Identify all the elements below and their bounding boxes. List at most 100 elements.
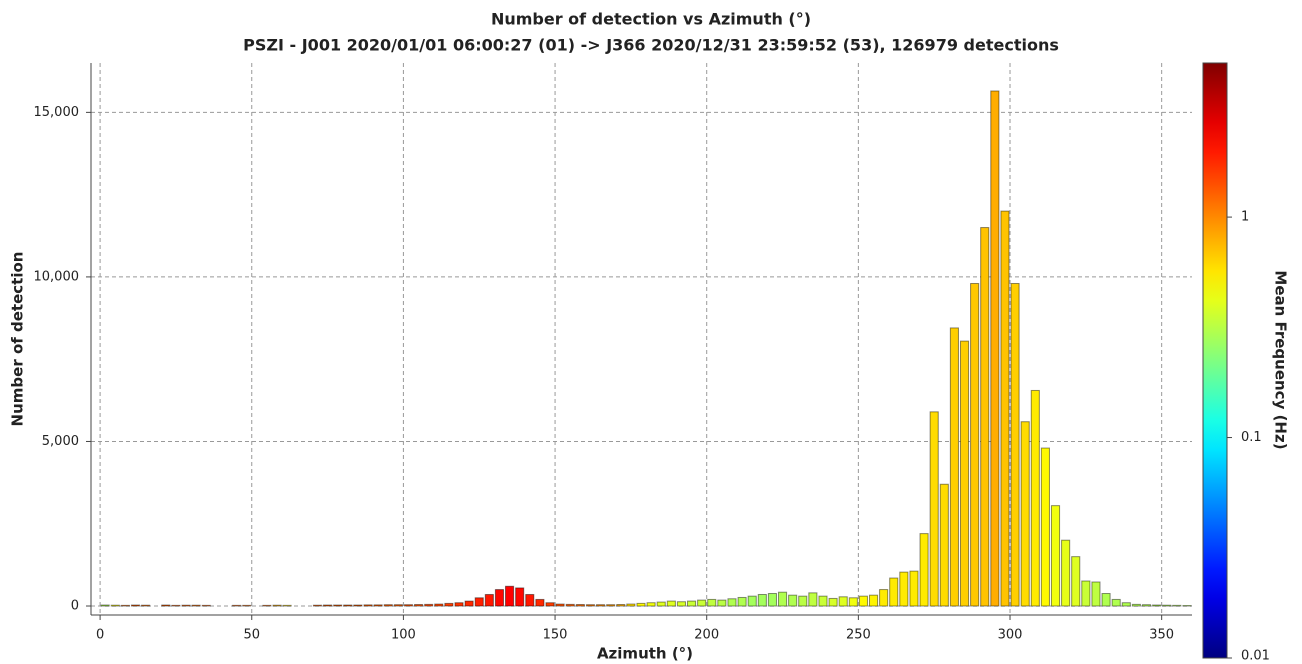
bar — [959, 340, 970, 607]
chart-subtitle: PSZI - J001 2020/01/01 06:00:27 (01) -> … — [243, 36, 1059, 55]
x-tick-label: 350 — [1149, 628, 1174, 643]
x-tick-label: 250 — [846, 628, 871, 643]
bar — [636, 602, 646, 607]
bar — [575, 604, 585, 607]
bar — [323, 604, 333, 607]
bar — [616, 604, 626, 607]
bar — [515, 587, 525, 607]
bar — [767, 593, 777, 607]
bar — [333, 604, 343, 607]
bar — [343, 604, 353, 607]
bar — [737, 596, 747, 607]
bar — [970, 282, 980, 607]
bar — [474, 597, 484, 607]
bar — [1111, 598, 1121, 607]
bar — [161, 604, 171, 607]
bar — [818, 595, 828, 607]
bar — [201, 604, 211, 607]
bar — [403, 604, 414, 607]
bar — [686, 600, 697, 607]
bar — [312, 604, 323, 607]
bar — [939, 483, 949, 607]
y-tick-label: 10,000 — [34, 269, 80, 284]
bar — [444, 602, 454, 607]
bar — [1050, 505, 1061, 607]
x-axis-label: Azimuth (°) — [597, 645, 693, 663]
colorbar-label: Mean Frequency (Hz) — [1272, 270, 1290, 449]
bar — [848, 597, 858, 607]
bar — [899, 571, 909, 607]
bar — [535, 598, 545, 607]
y-axis-label: Number of detection — [9, 252, 27, 427]
bar — [232, 604, 242, 607]
bar — [100, 604, 110, 607]
bar — [1071, 556, 1081, 607]
bar — [545, 602, 555, 607]
bar — [828, 597, 838, 607]
bar — [838, 596, 848, 607]
bar — [808, 592, 818, 607]
bar — [1162, 604, 1172, 607]
bar — [1121, 602, 1131, 607]
bar — [373, 604, 383, 607]
y-tick-label: 15,000 — [34, 105, 80, 120]
y-tick-label: 0 — [71, 599, 79, 614]
bar — [565, 603, 575, 607]
bar — [110, 604, 120, 607]
bar — [606, 604, 616, 607]
bar — [1081, 580, 1091, 607]
x-tick-label: 50 — [243, 628, 260, 643]
bar — [757, 593, 767, 607]
bar — [1061, 539, 1071, 607]
bar — [717, 599, 727, 607]
x-tick-label: 0 — [96, 628, 104, 643]
bar — [707, 598, 717, 607]
bar — [242, 604, 252, 607]
bar — [414, 604, 424, 607]
bar — [272, 604, 282, 607]
bar — [191, 604, 201, 607]
bar — [788, 594, 798, 607]
bar — [879, 589, 889, 607]
bar — [353, 604, 363, 607]
bar — [282, 604, 292, 607]
chart-title: Number of detection vs Azimuth (°) — [491, 10, 811, 29]
bar — [990, 90, 1000, 607]
bar — [949, 327, 959, 607]
bar — [626, 603, 636, 607]
bar — [868, 594, 879, 607]
bar — [676, 601, 686, 607]
colorbar-tick-label: 0.1 — [1241, 430, 1262, 445]
x-tick-label: 200 — [694, 628, 719, 643]
bar — [585, 604, 595, 607]
bar — [1010, 282, 1020, 607]
bar — [889, 577, 899, 607]
x-tick-label: 100 — [391, 628, 416, 643]
bar — [424, 603, 434, 607]
bar — [363, 604, 373, 607]
bar — [919, 533, 929, 607]
bar — [666, 600, 676, 607]
bar — [393, 604, 403, 607]
bar — [464, 600, 474, 607]
bar — [1101, 593, 1111, 607]
bar — [595, 604, 606, 607]
bar — [555, 603, 565, 607]
x-tick-label: 300 — [998, 628, 1023, 643]
bar — [434, 603, 444, 607]
bar — [504, 585, 515, 607]
bar — [929, 411, 939, 607]
bar — [798, 595, 808, 607]
bar — [656, 601, 666, 607]
colorbar-tick-label: 0.01 — [1241, 649, 1270, 664]
bar — [1040, 447, 1050, 607]
bar — [1000, 210, 1010, 607]
bar — [171, 604, 181, 607]
bar — [1030, 389, 1040, 607]
bar — [130, 604, 141, 607]
bar — [1152, 604, 1162, 607]
bar — [1091, 581, 1101, 607]
bar — [980, 227, 990, 607]
bar — [727, 598, 737, 607]
